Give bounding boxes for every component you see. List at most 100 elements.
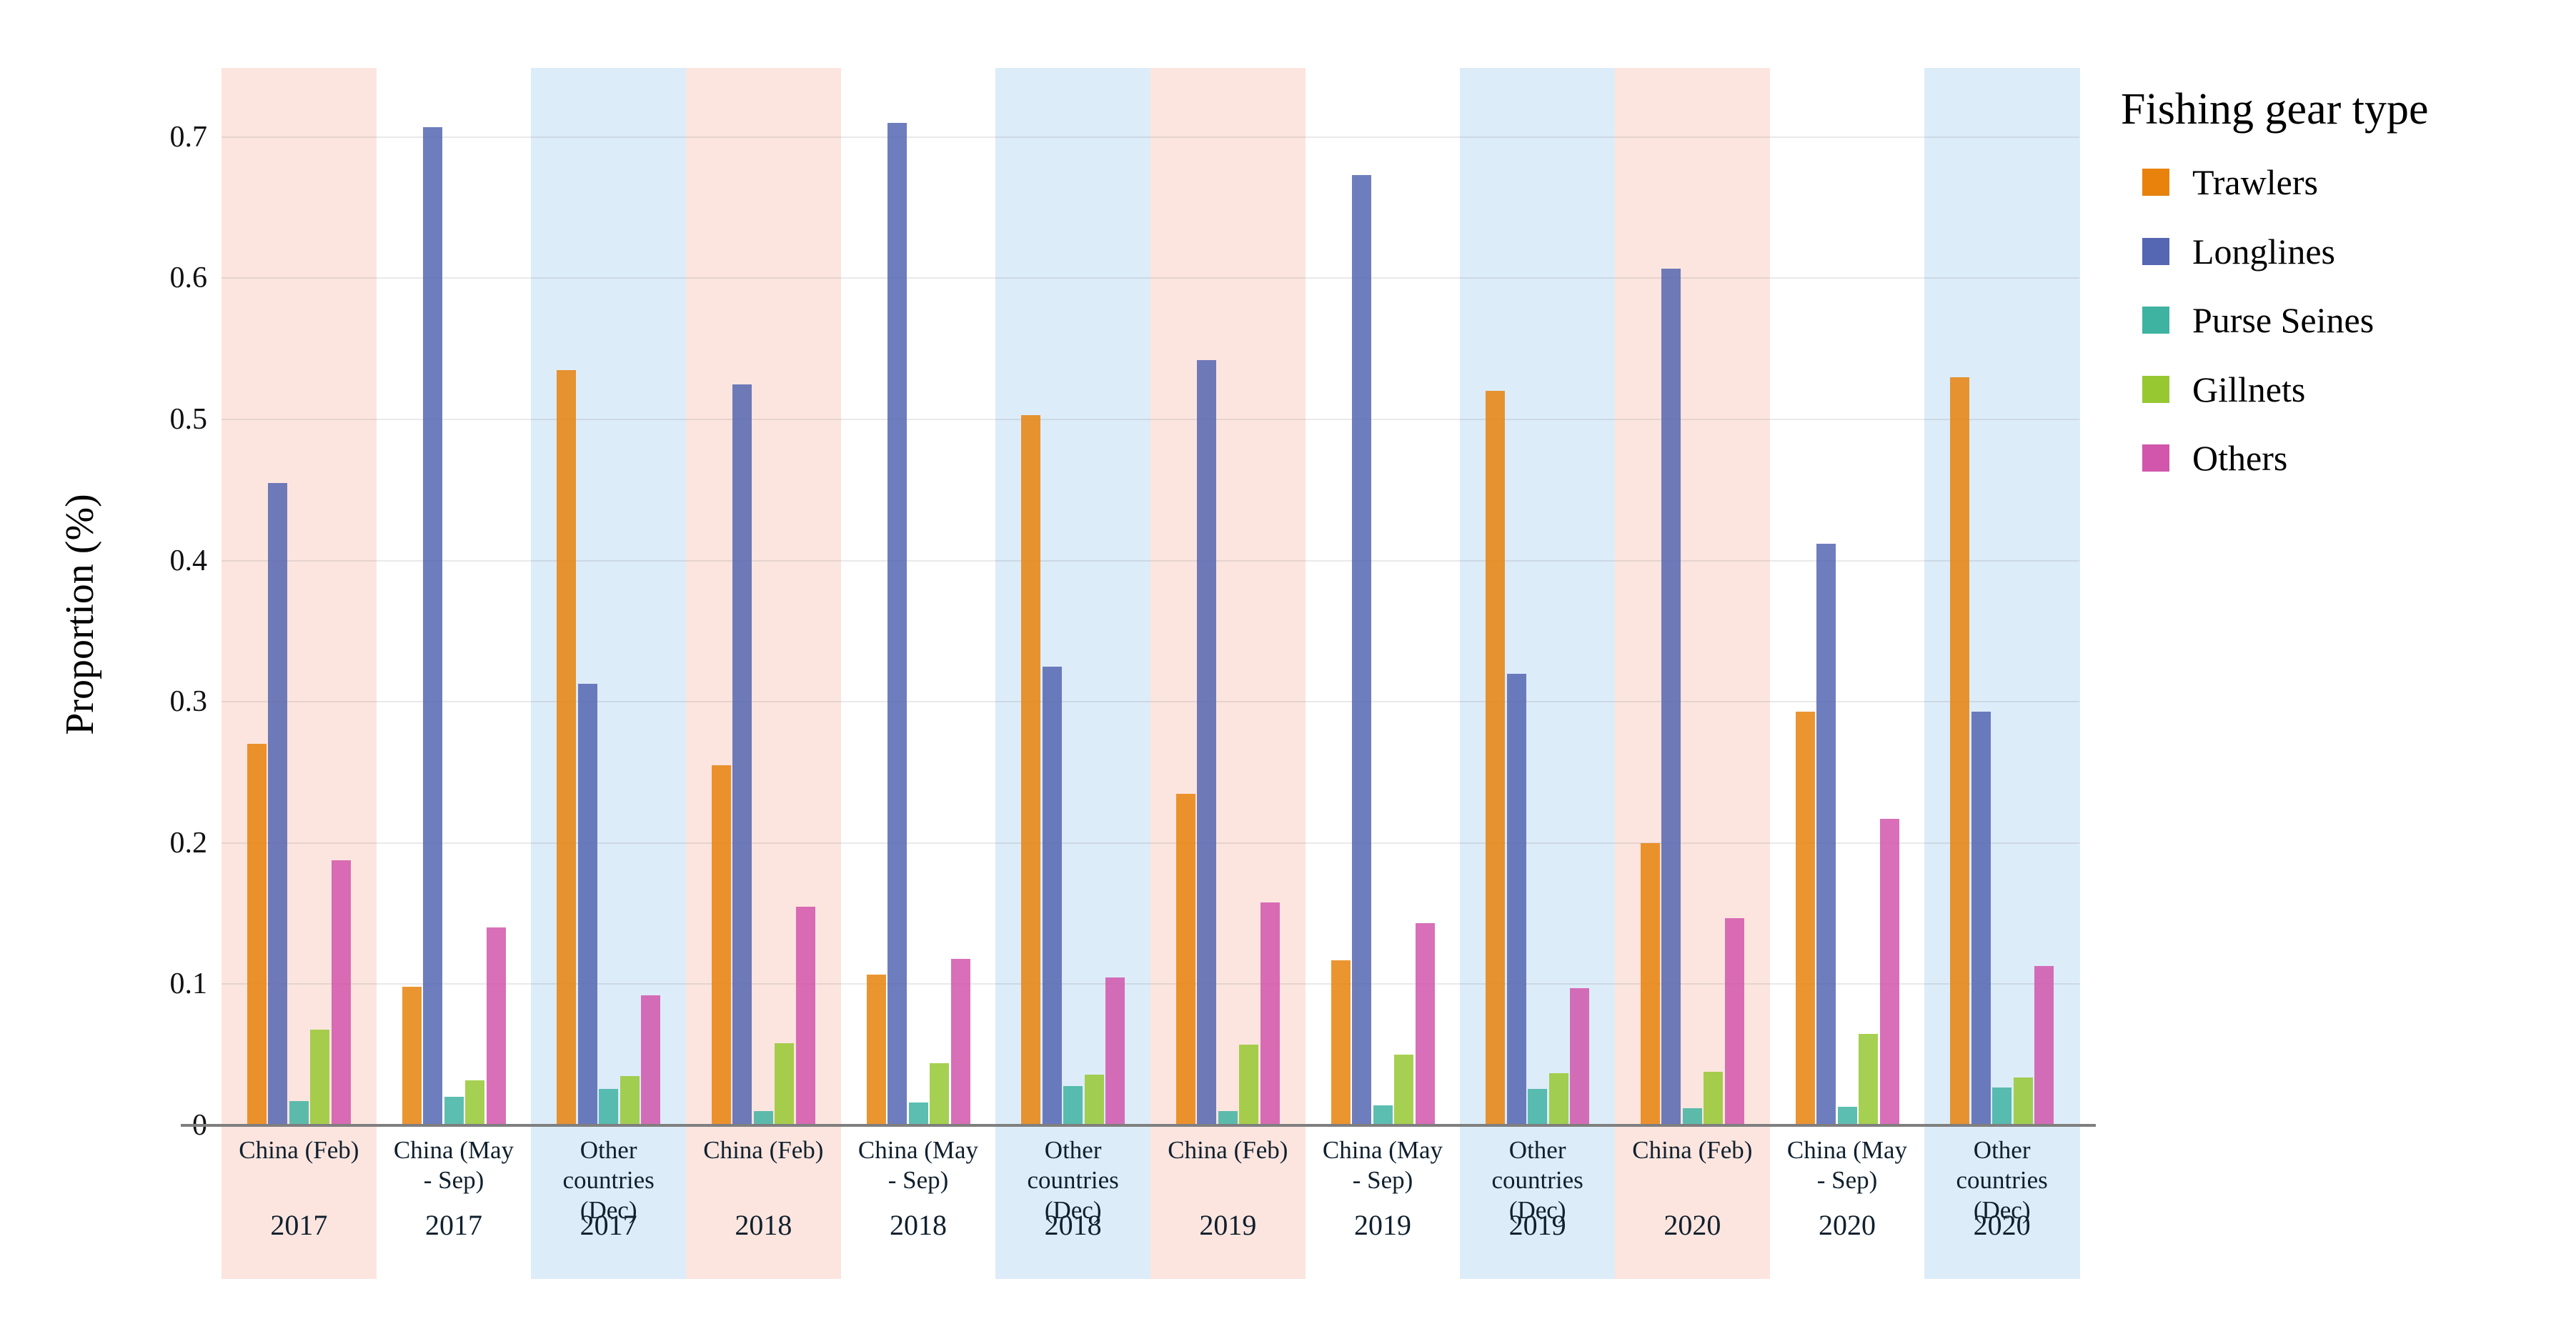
x-axis-category-label-line: China (Feb): [1632, 1136, 1753, 1164]
gridline-0.3: [222, 701, 2079, 703]
x-axis-year-label: 2018: [735, 1209, 792, 1241]
bar-trawlers-2020-china_may_sep: [1795, 712, 1815, 1125]
bar-others-2017-china_may_sep: [486, 927, 506, 1125]
x-axis-category-label-line: (Dec): [580, 1196, 637, 1224]
bar-gillnets-2020-china_feb: [1704, 1071, 1724, 1125]
x-axis-category-label-line: (Dec): [1508, 1196, 1566, 1224]
bar-purse-seines-2020-china_feb: [1682, 1108, 1702, 1125]
x-axis-category-label: China (May - Sep): [1296, 1135, 1471, 1195]
legend-item-gillnets: Gillnets: [2142, 369, 2305, 410]
bar-purse-seines-2019-china_feb: [1218, 1111, 1238, 1125]
bar-longlines-2017-china_feb: [268, 482, 288, 1125]
x-axis-category-label-line: - Sep): [1352, 1166, 1413, 1194]
x-axis-year-label: 2019: [1199, 1209, 1257, 1241]
year-band-2019-china_may_sep: [1305, 68, 1461, 1279]
year-band-2019-china_feb: [1150, 68, 1306, 1279]
x-axis-category-label-line: - Sep): [1816, 1166, 1878, 1194]
bar-longlines-2020-china_may_sep: [1816, 543, 1836, 1125]
x-axis-category-label: China (Feb): [676, 1135, 851, 1165]
x-axis-year-label: 2017: [580, 1209, 637, 1241]
legend-swatch-trawlers: [2142, 169, 2169, 196]
x-axis-category-label-line: (Dec): [1973, 1196, 2031, 1224]
bar-purse-seines-2019-china_may_sep: [1373, 1105, 1393, 1125]
bar-others-2018-china_feb: [795, 906, 815, 1125]
y-tick-label-0.7: 0.7: [169, 120, 208, 154]
x-axis-year-label: 2018: [889, 1209, 947, 1241]
bar-gillnets-2017-china_may_sep: [465, 1080, 484, 1125]
x-axis-year-label: 2017: [270, 1209, 328, 1241]
bar-others-2020-china_may_sep: [1879, 819, 1899, 1125]
y-tick-label-0.6: 0.6: [169, 262, 208, 295]
bar-gillnets-2019-other_dec: [1548, 1072, 1568, 1125]
bar-gillnets-2018-other_dec: [1084, 1074, 1104, 1125]
bar-longlines-2017-china_may_sep: [423, 126, 442, 1125]
bar-trawlers-2017-other_dec: [557, 369, 577, 1125]
bar-gillnets-2017-china_feb: [310, 1029, 330, 1125]
bar-gillnets-2019-china_feb: [1239, 1045, 1259, 1125]
x-axis-category-label: Other countries (Dec): [1914, 1135, 2089, 1225]
legend-label: Others: [2192, 438, 2288, 478]
x-axis-category-label-line: countries: [1491, 1166, 1583, 1194]
x-axis-category-label: China (May - Sep): [1760, 1135, 1935, 1195]
year-band-2018-china_may_sep: [840, 68, 997, 1279]
bar-trawlers-2018-china_feb: [711, 765, 731, 1125]
legend-label: Longlines: [2192, 231, 2335, 272]
bar-trawlers-2019-china_feb: [1175, 793, 1195, 1125]
x-axis-category-label-line: Other: [1973, 1136, 2031, 1164]
bar-longlines-2019-other_dec: [1506, 673, 1526, 1125]
bar-purse-seines-2017-china_may_sep: [444, 1097, 464, 1125]
x-axis-category-label: China (Feb): [1605, 1135, 1780, 1165]
bar-longlines-2018-china_may_sep: [887, 123, 907, 1125]
x-axis-category-label: China (May - Sep): [367, 1135, 542, 1195]
y-tick-label-0.1: 0.1: [169, 967, 208, 1001]
legend-label: Gillnets: [2192, 369, 2306, 409]
bar-gillnets-2018-china_feb: [775, 1043, 795, 1125]
bar-trawlers-2018-other_dec: [1021, 415, 1041, 1125]
x-axis-category-label-line: China (May: [1322, 1136, 1443, 1164]
x-axis-year-label: 2020: [1818, 1209, 1876, 1241]
legend-item-others: Others: [2142, 437, 2287, 479]
x-axis-year-label: 2019: [1508, 1209, 1566, 1241]
x-axis-category-label-line: China (Feb): [239, 1136, 359, 1164]
bar-others-2020-other_dec: [2034, 965, 2054, 1125]
bar-trawlers-2020-china_feb: [1640, 842, 1660, 1125]
x-axis-category-label-line: countries: [1956, 1166, 2048, 1194]
legend-item-trawlers: Trawlers: [2142, 161, 2318, 203]
legend-title: Fishing gear type: [2121, 85, 2429, 134]
bar-longlines-2017-other_dec: [577, 683, 597, 1125]
x-axis-category-label-line: China (May: [393, 1136, 514, 1164]
x-axis-year-label: 2017: [424, 1209, 482, 1241]
x-axis-category-label: China (May - Sep): [831, 1135, 1006, 1195]
x-axis-category-label-line: Other: [1508, 1136, 1566, 1164]
bar-trawlers-2017-china_feb: [247, 744, 267, 1125]
bar-others-2019-china_may_sep: [1415, 923, 1435, 1125]
gridline-0.1: [222, 983, 2079, 985]
x-axis-category-label-line: Other: [1044, 1136, 1102, 1164]
legend-swatch-longlines: [2142, 237, 2169, 265]
bar-others-2019-other_dec: [1570, 988, 1590, 1125]
x-axis-category-label-line: countries: [1027, 1166, 1119, 1194]
bar-purse-seines-2020-other_dec: [1992, 1087, 2012, 1125]
gridline-0.7: [222, 136, 2079, 138]
year-band-2020-china_may_sep: [1769, 68, 1926, 1279]
bar-purse-seines-2017-other_dec: [599, 1088, 619, 1125]
x-axis-category-label: Other countries (Dec): [521, 1135, 696, 1225]
bar-longlines-2020-china_feb: [1661, 268, 1681, 1125]
x-axis-year-label: 2020: [1973, 1209, 2031, 1241]
bar-gillnets-2018-china_may_sep: [930, 1063, 949, 1125]
x-axis-category-label-line: - Sep): [423, 1166, 484, 1194]
bar-others-2019-china_feb: [1260, 902, 1280, 1125]
y-tick-label-0.3: 0.3: [169, 685, 208, 719]
x-axis-category-label-line: China (Feb): [703, 1136, 824, 1164]
bar-trawlers-2017-china_may_sep: [402, 987, 422, 1125]
x-axis-category-label-line: - Sep): [887, 1166, 949, 1194]
gridline-0.6: [222, 277, 2079, 279]
bar-others-2018-china_may_sep: [950, 958, 970, 1125]
bar-purse-seines-2018-china_may_sep: [908, 1102, 928, 1125]
x-axis-category-label-line: countries: [562, 1166, 655, 1194]
year-band-2017-china_feb: [222, 68, 377, 1279]
bar-purse-seines-2017-china_feb: [289, 1101, 309, 1125]
x-axis-category-label-line: China (Feb): [1168, 1136, 1288, 1164]
bar-gillnets-2017-other_dec: [620, 1075, 640, 1125]
legend-swatch-others: [2142, 444, 2169, 472]
